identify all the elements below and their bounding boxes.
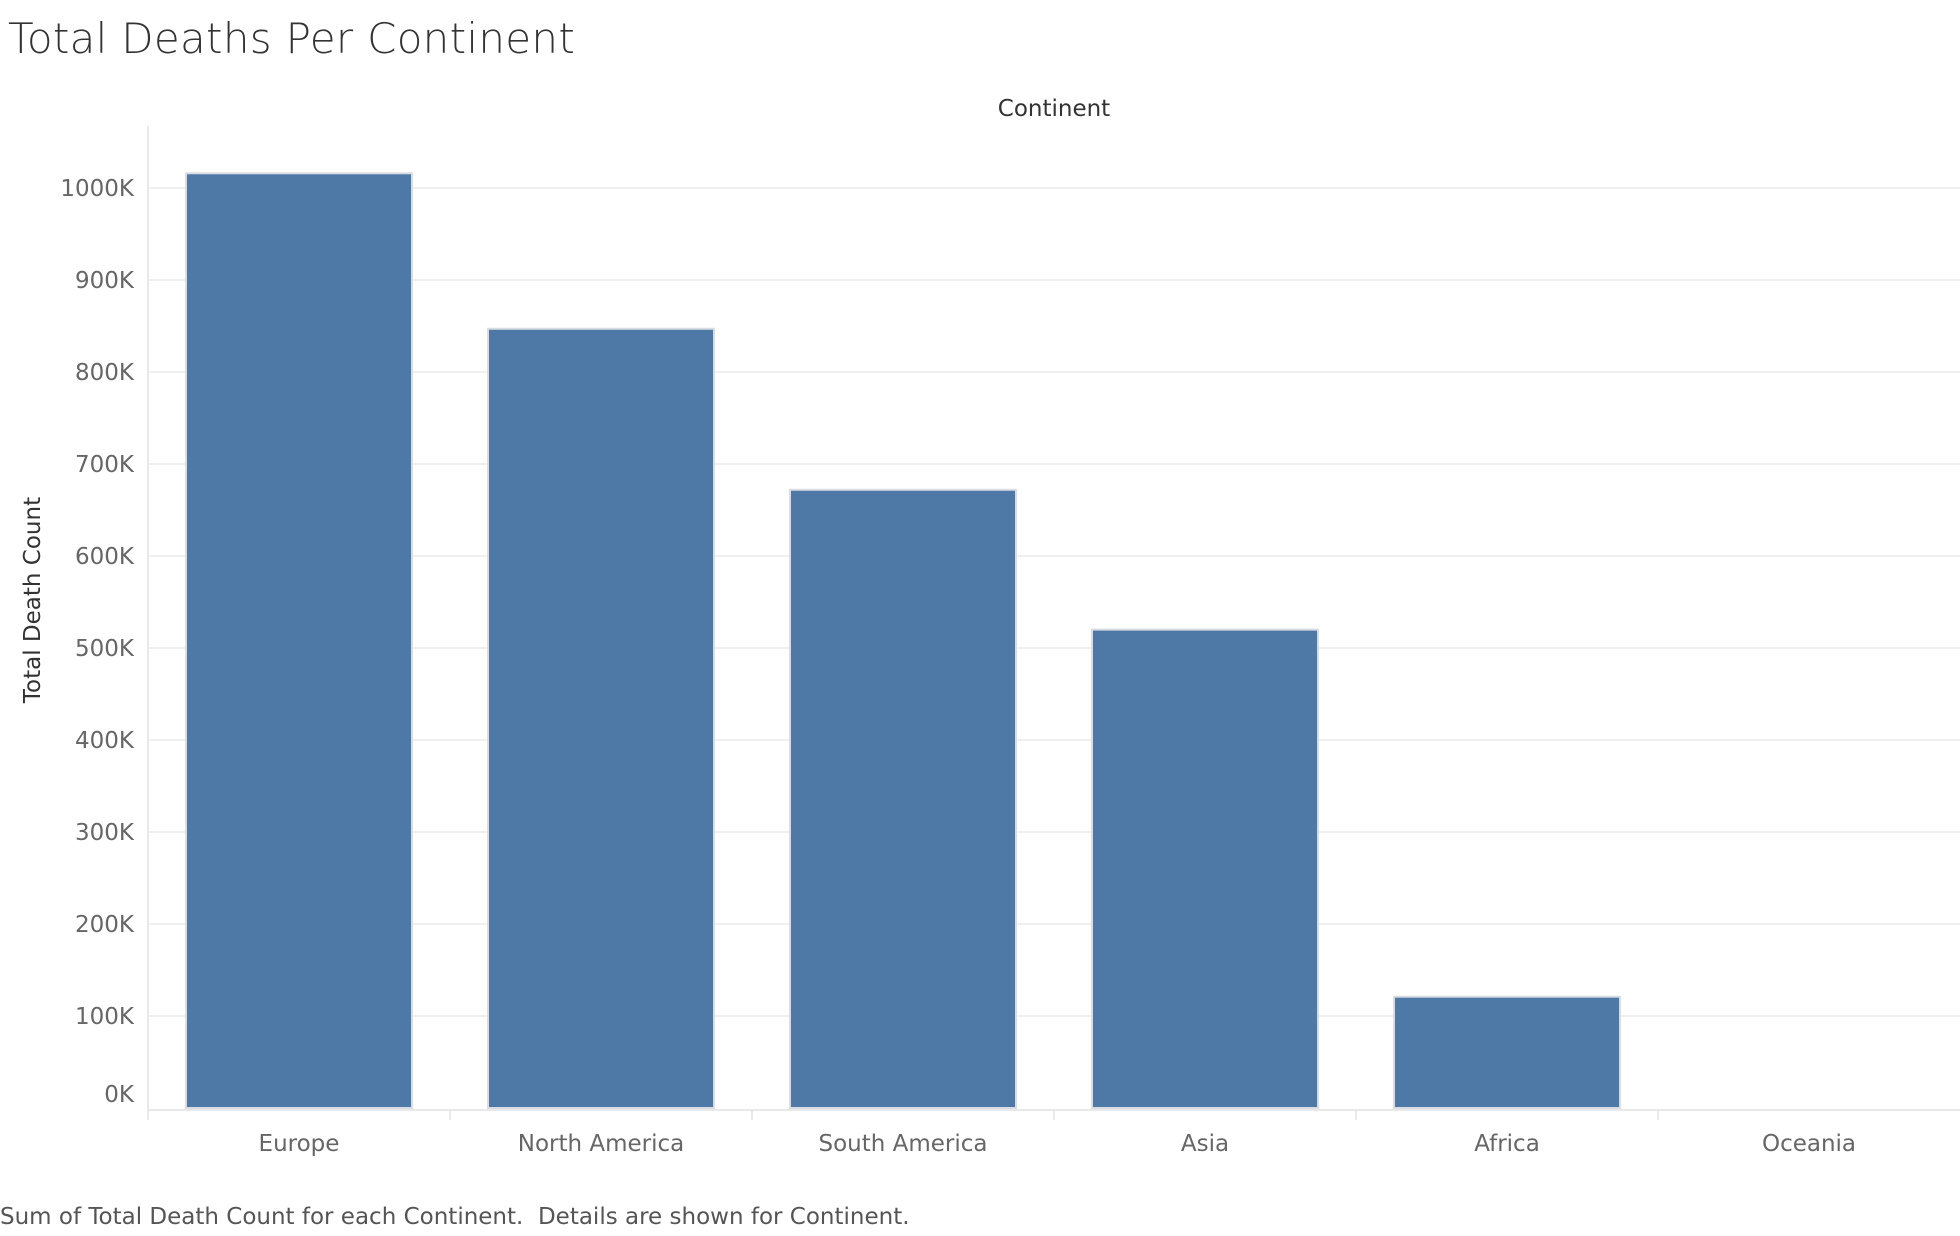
y-axis-title: Total Death Count: [20, 497, 46, 704]
x-axis-title: Continent: [998, 96, 1110, 122]
x-tick-label: Oceania: [1762, 1131, 1856, 1157]
y-tick-label: 1000K: [60, 176, 135, 202]
y-tick-label: 700K: [75, 452, 135, 478]
y-tick-label: 200K: [75, 912, 135, 938]
x-tick-label: North America: [518, 1131, 685, 1157]
y-tick-label: 500K: [75, 636, 135, 662]
bar-north-america[interactable]: [487, 327, 715, 1109]
x-tick-label: Asia: [1181, 1131, 1229, 1157]
gridlines: [148, 187, 1960, 1017]
y-tick-labels: 0K 100K 200K 300K 400K 500K 600K 700K 800K 900K 10…: [60, 176, 135, 1108]
bar-africa[interactable]: [1393, 995, 1621, 1109]
axes: [147, 126, 1960, 1120]
y-tick-label: 300K: [75, 820, 135, 846]
x-tick-label: Europe: [259, 1131, 340, 1157]
x-tick-labels: Europe North America South America Asia Afri…: [259, 1131, 1856, 1157]
y-tick-label: 100K: [75, 1004, 135, 1030]
x-tick-label: Africa: [1474, 1131, 1540, 1157]
bars: [185, 172, 1621, 1109]
bar-asia[interactable]: [1091, 628, 1319, 1109]
y-tick-label: 600K: [75, 544, 135, 570]
y-tick-label: 0K: [104, 1082, 135, 1108]
chart-title: Total Deaths Per Continent: [8, 14, 576, 63]
chart-caption: Sum of Total Death Count for each Contin…: [0, 1204, 910, 1230]
x-tick-label: South America: [818, 1131, 987, 1157]
y-tick-label: 800K: [75, 360, 135, 386]
y-tick-label: 400K: [75, 728, 135, 754]
bar-europe[interactable]: [185, 172, 413, 1109]
bar-south-america[interactable]: [789, 488, 1017, 1109]
y-tick-label: 900K: [75, 268, 135, 294]
